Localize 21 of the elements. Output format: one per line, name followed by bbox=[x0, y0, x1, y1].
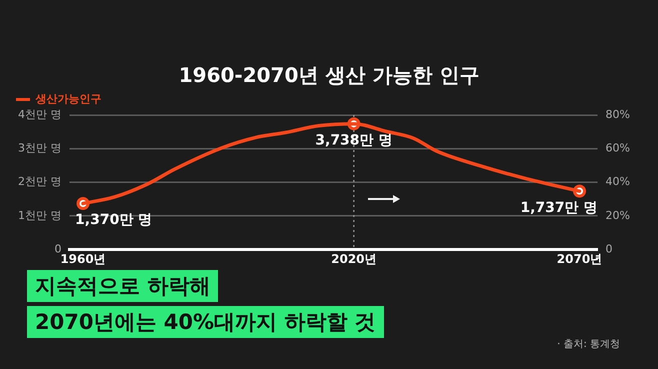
y-tick-label: 0 bbox=[54, 242, 62, 256]
y-tick-label: 1천만 명 bbox=[18, 208, 62, 222]
y2-tick-label: 0 bbox=[606, 242, 613, 256]
x-tick-label: 2020년 bbox=[331, 252, 377, 266]
annotation: 1,737만 명 bbox=[520, 200, 598, 216]
text: · 출처: 통계청 bbox=[557, 338, 620, 351]
x-tick-label: 1960년 bbox=[60, 252, 106, 266]
annotation: 3,738만 명 bbox=[315, 132, 392, 148]
text: 지속적으로 하락해 bbox=[27, 270, 218, 302]
text: 2070년에는 40%대까지 하락할 것 bbox=[27, 306, 384, 338]
x-tick-label: 2070년 bbox=[556, 252, 602, 266]
y-tick-label: 3천만 명 bbox=[18, 142, 62, 155]
y2-tick-label: 60% bbox=[606, 142, 630, 155]
y2-tick-label: 20% bbox=[606, 208, 630, 222]
annotation: 1,370만 명 bbox=[75, 212, 152, 228]
y2-tick-label: 80% bbox=[606, 108, 630, 121]
y-tick-label: 2천만 명 bbox=[18, 175, 62, 188]
y2-tick-label: 40% bbox=[606, 175, 630, 188]
legend-label: 생산가능인구 bbox=[34, 92, 102, 106]
chart-title: 1960-2070년 생산 가능한 인구 bbox=[178, 62, 480, 89]
y-tick-label: 4천만 명 bbox=[18, 108, 62, 121]
